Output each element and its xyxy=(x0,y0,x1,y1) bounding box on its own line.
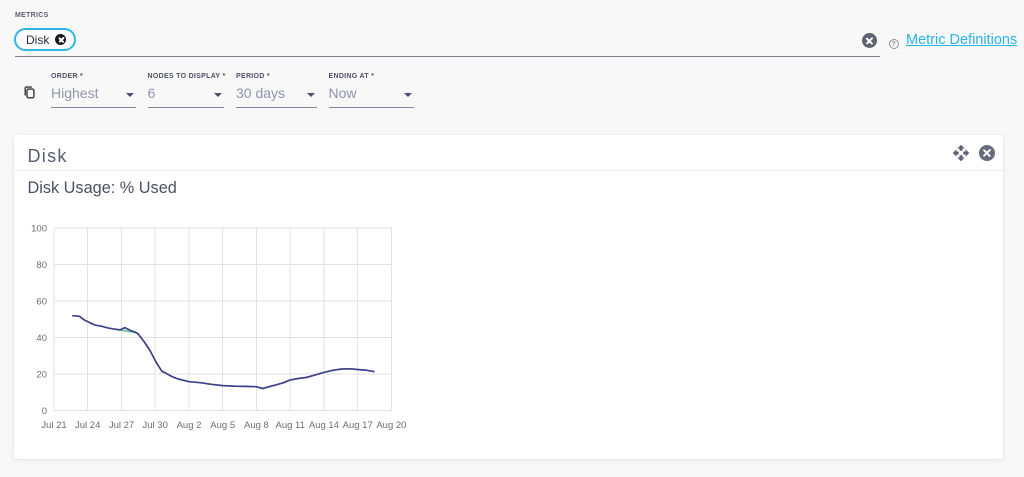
svg-text:Aug 2: Aug 2 xyxy=(177,420,202,431)
svg-text:0: 0 xyxy=(42,406,47,417)
svg-text:60: 60 xyxy=(36,297,47,308)
svg-text:Aug 5: Aug 5 xyxy=(210,420,235,431)
svg-text:20: 20 xyxy=(36,370,47,381)
svg-text:Aug 20: Aug 20 xyxy=(376,420,406,431)
svg-text:Aug 14: Aug 14 xyxy=(309,420,339,431)
svg-text:80: 80 xyxy=(36,260,47,271)
svg-text:Aug 11: Aug 11 xyxy=(275,420,304,431)
svg-text:Jul 21: Jul 21 xyxy=(41,420,66,431)
svg-text:Jul 27: Jul 27 xyxy=(109,420,134,431)
svg-text:Jul 24: Jul 24 xyxy=(75,420,100,431)
svg-text:Aug 8: Aug 8 xyxy=(244,420,269,431)
svg-text:Jul 30: Jul 30 xyxy=(143,420,168,431)
svg-text:100: 100 xyxy=(31,224,47,235)
svg-text:Aug 17: Aug 17 xyxy=(343,420,373,431)
svg-text:40: 40 xyxy=(36,333,47,344)
